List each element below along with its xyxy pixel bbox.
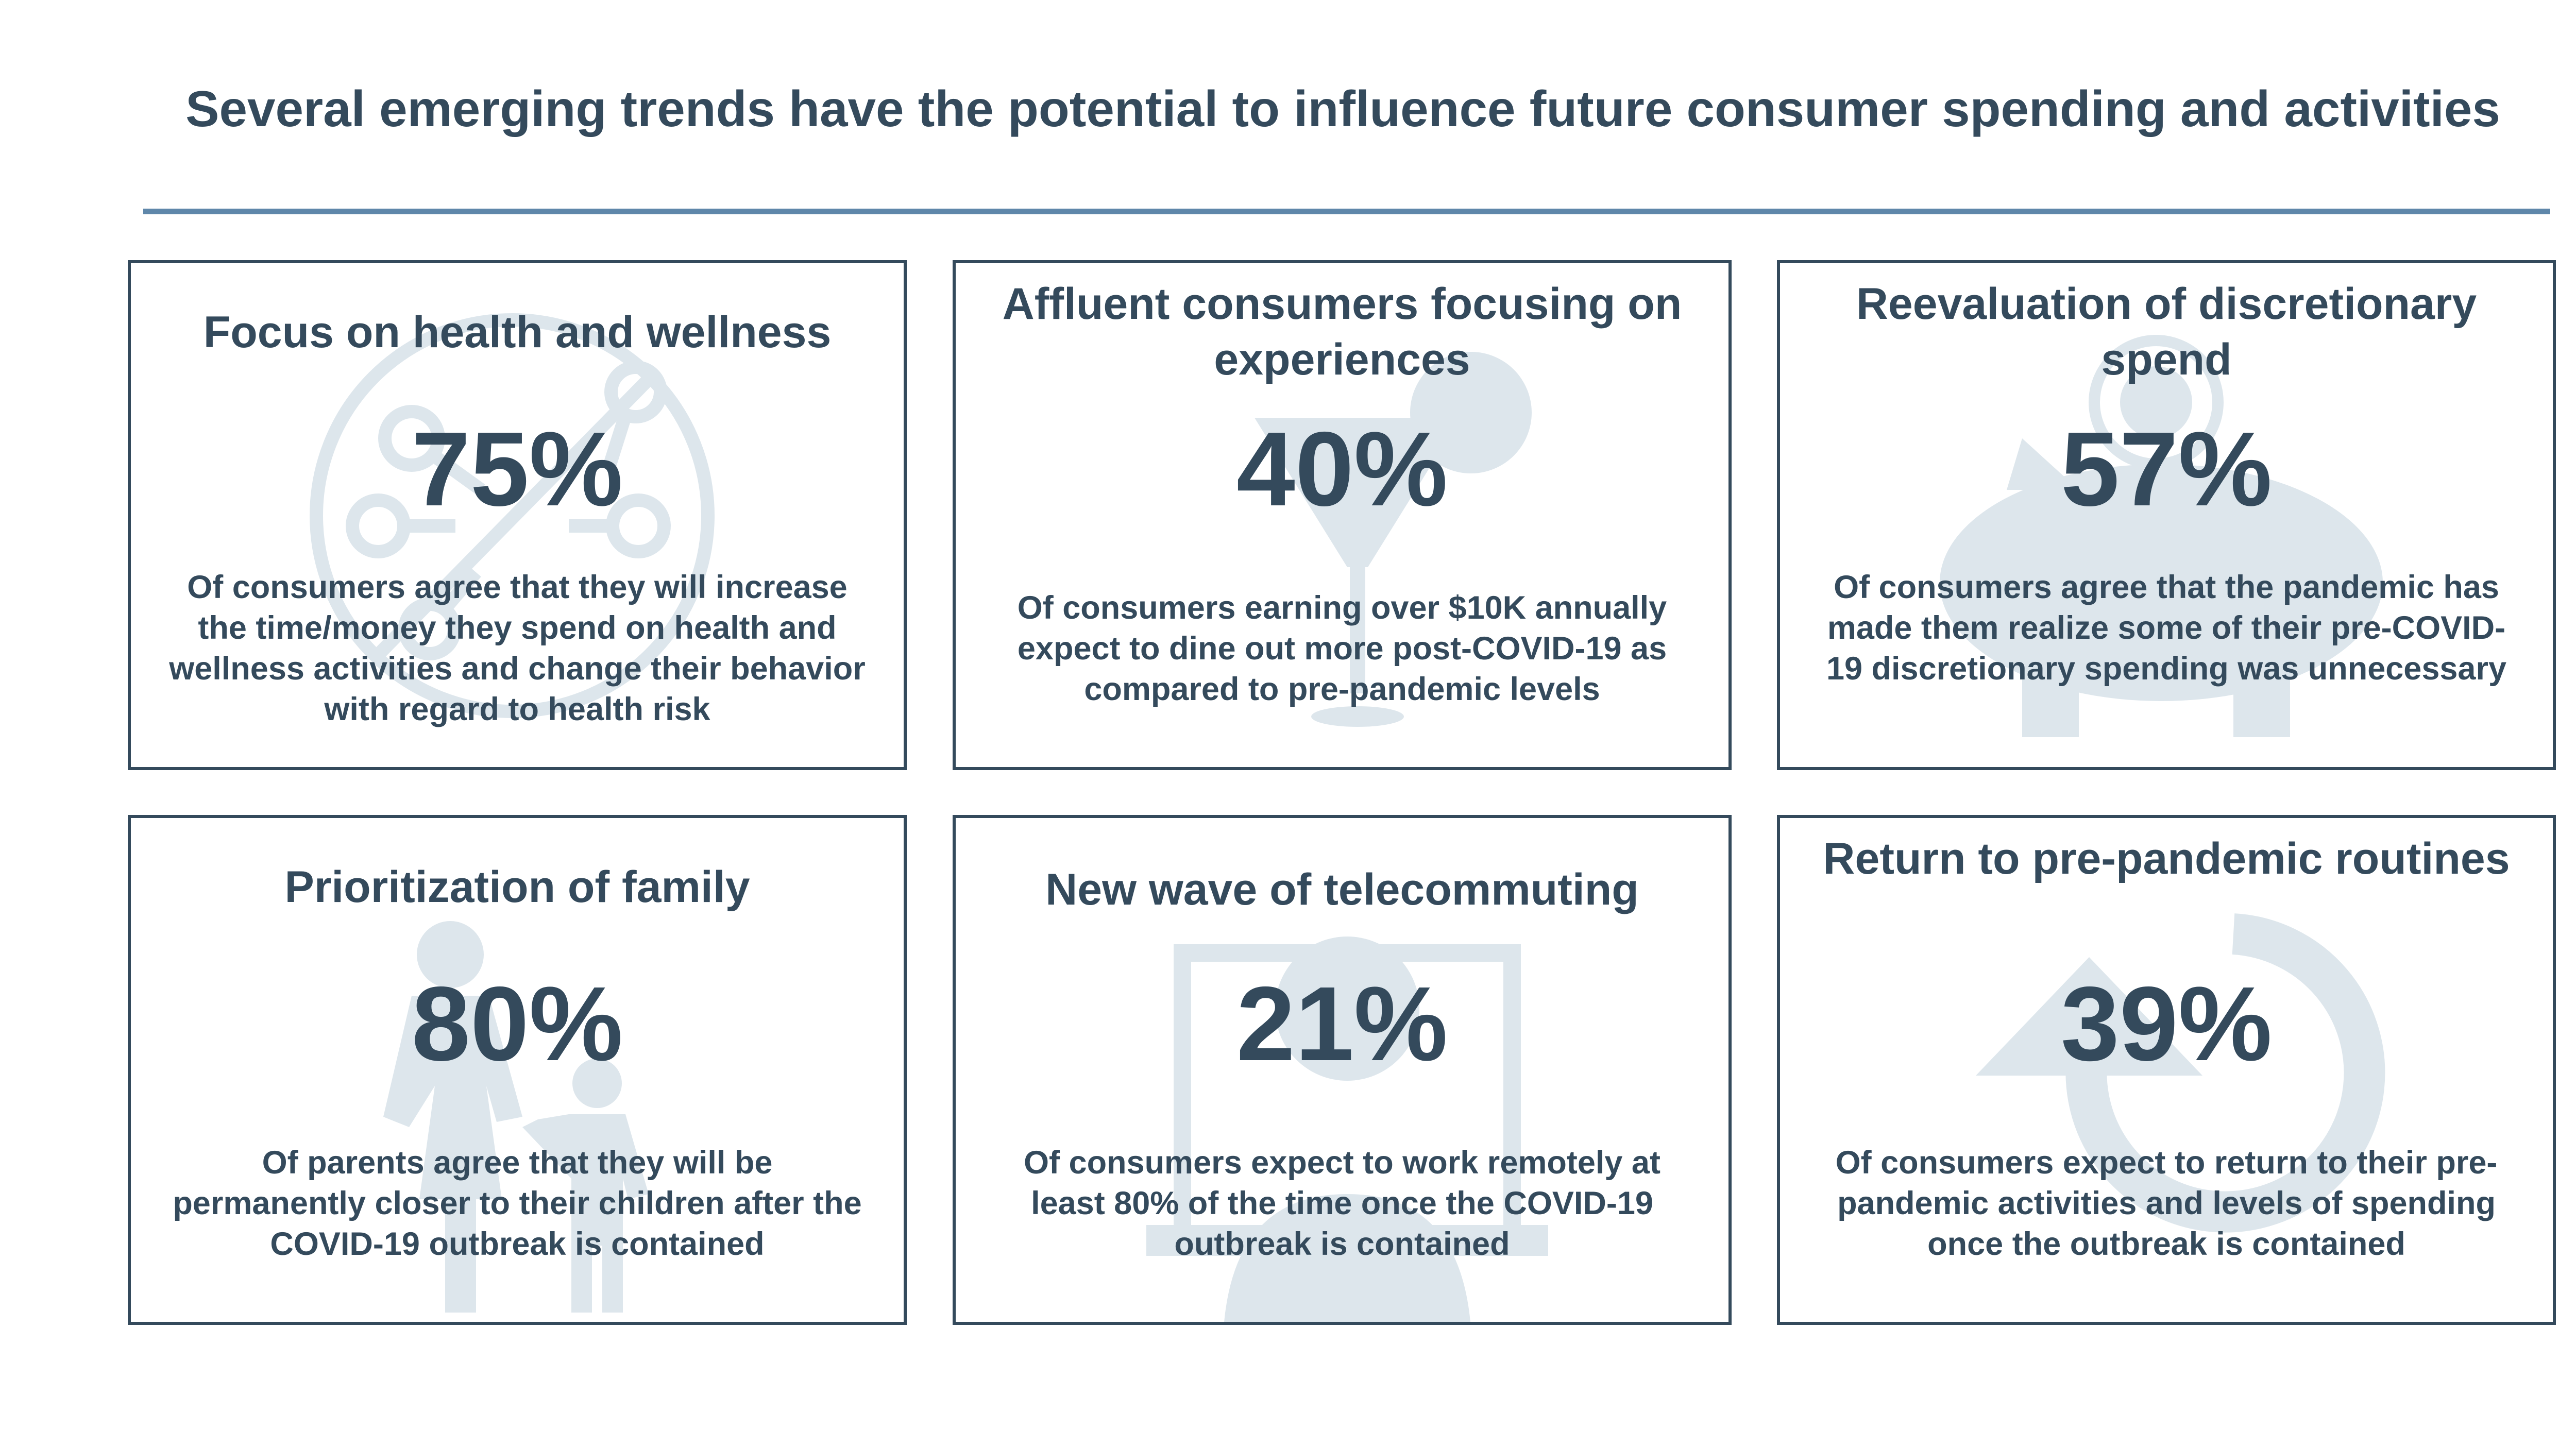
cocktail-glass-icon (1255, 352, 1532, 727)
card-description: Of consumers expect to work remotely at … (1024, 1145, 1660, 1262)
card-stat-value: 57% (2060, 410, 2273, 528)
card-title: Affluent consumers focusing on experienc… (1002, 279, 1682, 384)
trend-card-experiences: Affluent consumers focusing on experienc… (953, 260, 1732, 770)
page-title: Several emerging trends have the potenti… (185, 80, 2500, 137)
remote-worker-icon (1146, 937, 1548, 1322)
trend-card-family: Prioritization of family 80% Of parents … (128, 815, 907, 1325)
card-title: Reevaluation of discretionary spend (1856, 279, 2477, 384)
card-title: Focus on health and wellness (203, 308, 832, 357)
card-description: Of consumers earning over $10K annually … (1017, 590, 1667, 707)
card-stat-value: 39% (2060, 965, 2273, 1083)
card-stat-value: 80% (411, 965, 623, 1083)
card-description: Of consumers agree that they will increa… (169, 569, 866, 727)
trend-card-routines: Return to pre-pandemic routines 39% Of c… (1777, 815, 2556, 1325)
card-description: Of parents agree that they will be perma… (173, 1145, 862, 1262)
card-title: Return to pre-pandemic routines (1823, 834, 2510, 883)
card-stat-value: 40% (1236, 410, 1448, 528)
circular-arrow-icon (1976, 913, 2385, 1233)
trend-card-discretionary: Reevaluation of discretionary spend 57% … (1777, 260, 2556, 770)
card-description: Of consumers agree that the pandemic has… (1826, 569, 2507, 687)
card-description: Of consumers expect to return to their p… (1835, 1145, 2498, 1262)
card-stat-value: 21% (1236, 965, 1448, 1083)
parent-child-icon (383, 921, 649, 1313)
trend-card-health: Focus on health and wellness 75% Of cons… (128, 260, 907, 770)
virus-prohibited-icon (310, 313, 715, 718)
trend-card-telecommuting: New wave of telecommuting 21% Of consume… (953, 815, 1732, 1325)
piggy-bank-icon (1940, 335, 2383, 737)
card-title: New wave of telecommuting (1045, 865, 1639, 914)
title-divider (143, 209, 2550, 214)
card-title: Prioritization of family (284, 862, 750, 912)
card-stat-value: 75% (411, 410, 623, 528)
